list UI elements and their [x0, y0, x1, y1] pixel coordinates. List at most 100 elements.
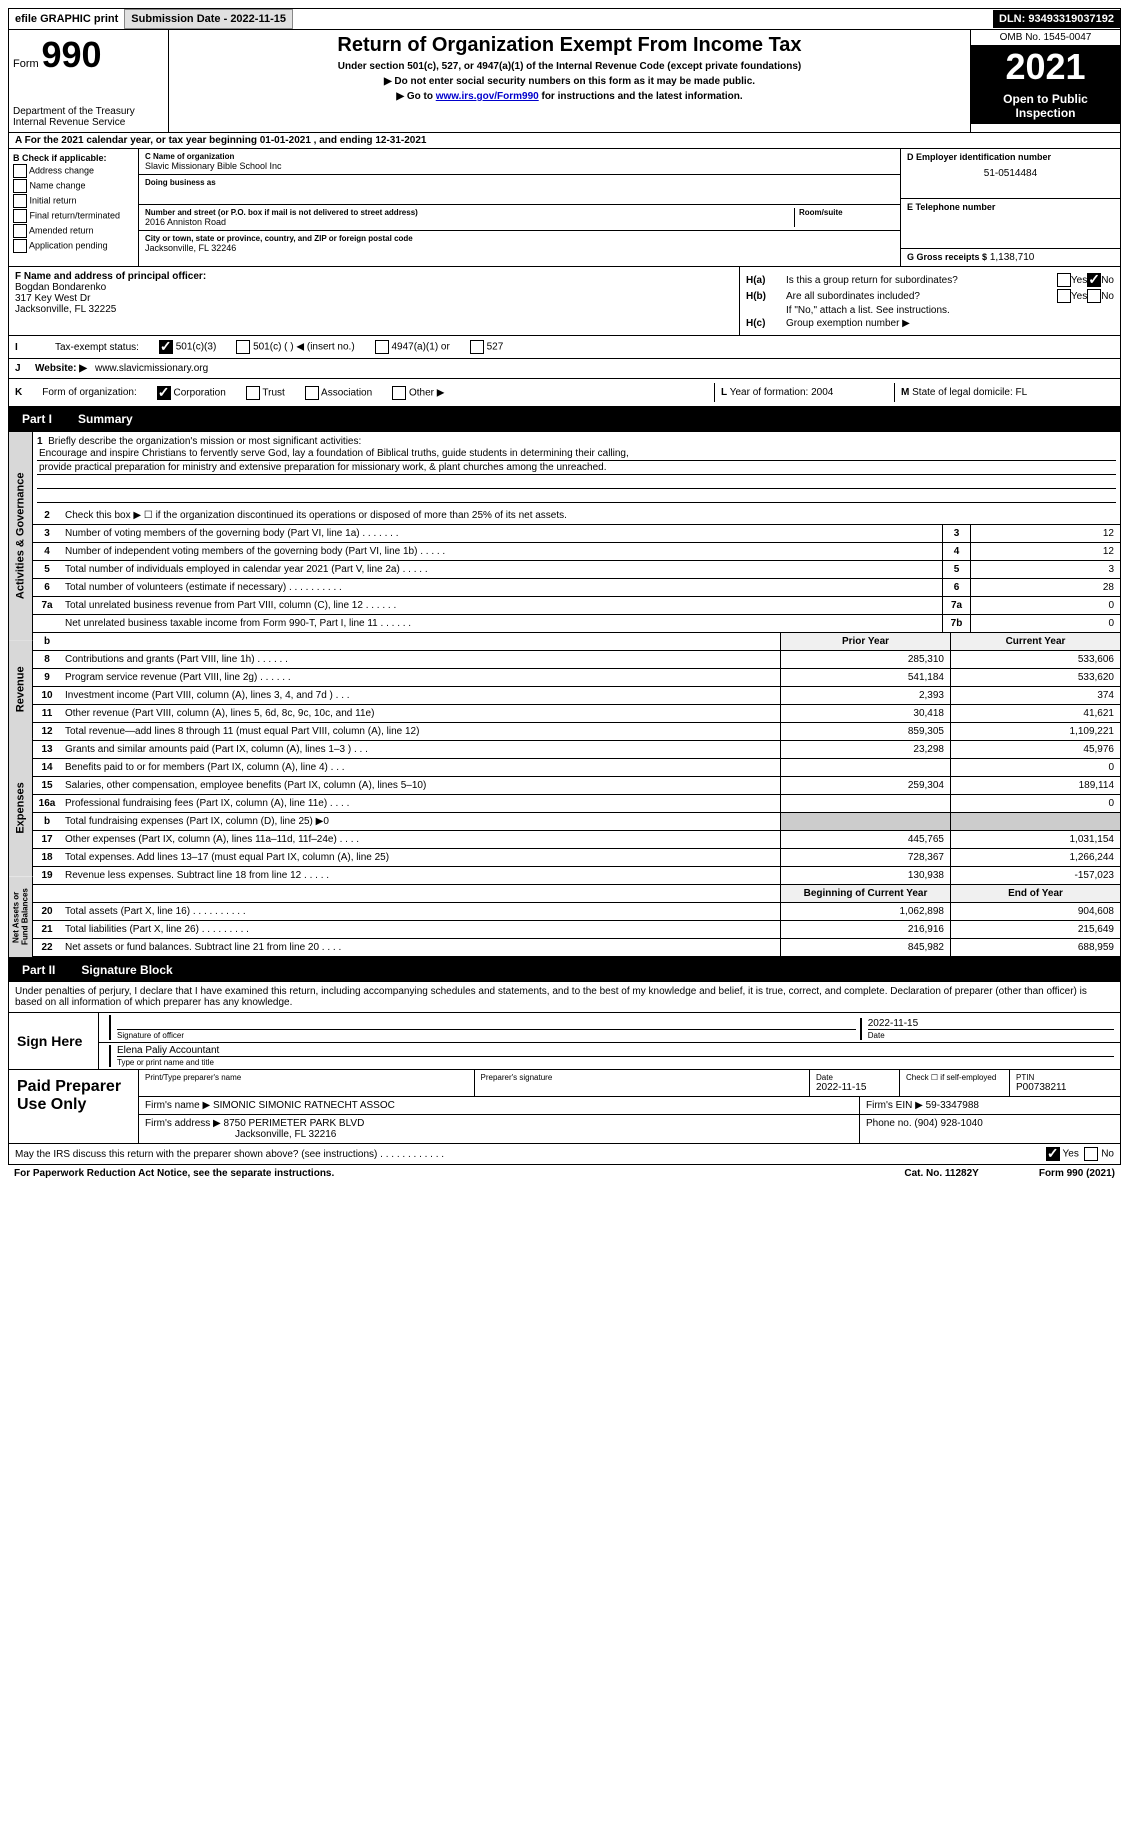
discuss-row: May the IRS discuss this return with the…: [8, 1144, 1121, 1165]
officer-addr2: Jacksonville, FL 32225: [15, 304, 733, 315]
sig-declaration: Under penalties of perjury, I declare th…: [9, 982, 1120, 1013]
city-value: Jacksonville, FL 32246: [145, 243, 894, 253]
ha-label: H(a): [746, 275, 786, 286]
sig-name-value: Elena Paliy Accountant: [117, 1045, 1114, 1056]
open-inspection: Open to Public Inspection: [971, 88, 1120, 124]
ein-value: 51-0514484: [907, 168, 1114, 179]
summary-line: 4Number of independent voting members of…: [33, 543, 1120, 561]
paid-preparer-block: Paid Preparer Use Only Print/Type prepar…: [8, 1070, 1121, 1144]
firm-ein: 59-3347988: [926, 1100, 979, 1111]
summary-line: 3Number of voting members of the governi…: [33, 525, 1120, 543]
check-corp[interactable]: [157, 386, 171, 400]
sig-officer-label: Signature of officer: [117, 1029, 856, 1040]
check-4947[interactable]: [375, 340, 389, 354]
f-label: F Name and address of principal officer:: [15, 271, 733, 282]
check-501c[interactable]: [236, 340, 250, 354]
summary-line: 16aProfessional fundraising fees (Part I…: [33, 795, 1120, 813]
ptin-value: P00738211: [1016, 1082, 1114, 1093]
section-b-c-d: B Check if applicable: Address change Na…: [8, 149, 1121, 267]
website-value: www.slavicmissionary.org: [95, 363, 208, 374]
vlabel-expenses: Expenses: [9, 739, 33, 877]
firm-name: SIMONIC SIMONIC RATNECHT ASSOC: [213, 1100, 395, 1111]
discuss-yes-check[interactable]: [1046, 1147, 1060, 1161]
gross-label: G Gross receipts $: [907, 252, 987, 262]
hb-label: H(b): [746, 291, 786, 302]
check-pending[interactable]: Application pending: [13, 239, 134, 253]
vlabel-netassets: Net Assets or Fund Balances: [9, 877, 33, 957]
column-c: C Name of organization Slavic Missionary…: [139, 149, 900, 266]
tel-label: E Telephone number: [907, 202, 1114, 212]
state-domicile: FL: [1016, 387, 1028, 398]
row-i: I Tax-exempt status: 501(c)(3) 501(c) ( …: [8, 336, 1121, 359]
self-employed-check[interactable]: Check ☐ if self-employed: [900, 1070, 1010, 1096]
submission-button[interactable]: Submission Date - 2022-11-15: [124, 9, 293, 29]
vlabel-revenue: Revenue: [9, 640, 33, 739]
gross-value: 1,138,710: [990, 252, 1035, 263]
check-initial[interactable]: Initial return: [13, 194, 134, 208]
dln-label: DLN: 93493319037192: [993, 10, 1120, 28]
hb-no-check[interactable]: [1087, 289, 1101, 303]
efile-label: efile GRAPHIC print: [9, 10, 124, 28]
summary-line: 19Revenue less expenses. Subtract line 1…: [33, 867, 1120, 885]
summary-line: 17Other expenses (Part IX, column (A), l…: [33, 831, 1120, 849]
check-amended[interactable]: Amended return: [13, 224, 134, 238]
ha-no-check[interactable]: [1087, 273, 1101, 287]
form-header: Form 990 Department of the Treasury Inte…: [8, 30, 1121, 133]
row-a-period: A For the 2021 calendar year, or tax yea…: [8, 133, 1121, 149]
b-title: B Check if applicable:: [13, 153, 134, 163]
tax-year: 2021: [971, 46, 1120, 88]
discuss-no-check[interactable]: [1084, 1147, 1098, 1161]
summary-table: Activities & Governance Revenue Expenses…: [8, 431, 1121, 958]
part-1-header: Part I Summary: [8, 407, 1121, 431]
firm-addr1: 8750 PERIMETER PARK BLVD: [224, 1118, 365, 1129]
form-word: Form: [13, 58, 39, 70]
check-address[interactable]: Address change: [13, 164, 134, 178]
summary-line: 9Program service revenue (Part VIII, lin…: [33, 669, 1120, 687]
column-headers-rev: b Prior Year Current Year: [33, 633, 1120, 651]
org-name-label: C Name of organization: [145, 152, 894, 161]
year-formation: 2004: [811, 387, 833, 398]
ha-text: Is this a group return for subordinates?: [786, 275, 1057, 286]
firm-phone: (904) 928-1040: [914, 1118, 982, 1129]
check-final[interactable]: Final return/terminated: [13, 209, 134, 223]
summary-line: 5Total number of individuals employed in…: [33, 561, 1120, 579]
city-label: City or town, state or province, country…: [145, 234, 894, 243]
officer-addr1: 317 Key West Dr: [15, 293, 733, 304]
summary-line: 10Investment income (Part VIII, column (…: [33, 687, 1120, 705]
irs-link[interactable]: www.irs.gov/Form990: [436, 91, 539, 102]
sig-date-value: 2022-11-15: [868, 1018, 1114, 1029]
mission-line-1: Encourage and inspire Christians to ferv…: [37, 447, 1116, 461]
vlabel-governance: Activities & Governance: [9, 432, 33, 640]
omb-number: OMB No. 1545-0047: [971, 30, 1120, 46]
addr-value: 2016 Anniston Road: [145, 217, 794, 227]
hc-label: H(c): [746, 318, 786, 329]
summary-line: 11Other revenue (Part VIII, column (A), …: [33, 705, 1120, 723]
check-name[interactable]: Name change: [13, 179, 134, 193]
top-bar: efile GRAPHIC print Submission Date - 20…: [8, 8, 1121, 30]
officer-name: Bogdan Bondarenko: [15, 282, 733, 293]
summary-line: 7aTotal unrelated business revenue from …: [33, 597, 1120, 615]
addr-label: Number and street (or P.O. box if mail i…: [145, 208, 794, 217]
summary-line: 13Grants and similar amounts paid (Part …: [33, 741, 1120, 759]
hb-text: Are all subordinates included?: [786, 291, 1057, 302]
form-number: 990: [41, 34, 101, 75]
check-other[interactable]: [392, 386, 406, 400]
cat-number: Cat. No. 11282Y: [904, 1168, 978, 1179]
hb-yes-check[interactable]: [1057, 289, 1071, 303]
summary-line: 20Total assets (Part X, line 16) . . . .…: [33, 903, 1120, 921]
summary-line: 21Total liabilities (Part X, line 26) . …: [33, 921, 1120, 939]
paperwork-row: For Paperwork Reduction Act Notice, see …: [8, 1165, 1121, 1182]
summary-line: 15Salaries, other compensation, employee…: [33, 777, 1120, 795]
section-f-h: F Name and address of principal officer:…: [8, 267, 1121, 336]
check-trust[interactable]: [246, 386, 260, 400]
row-k: K Form of organization: Corporation Trus…: [8, 379, 1121, 407]
check-assoc[interactable]: [305, 386, 319, 400]
row-j: J Website: ▶ www.slavicmissionary.org: [8, 359, 1121, 379]
dept-label: Department of the Treasury Internal Reve…: [13, 106, 164, 128]
sig-date-label: Date: [868, 1029, 1114, 1040]
check-527[interactable]: [470, 340, 484, 354]
summary-line: bTotal fundraising expenses (Part IX, co…: [33, 813, 1120, 831]
ha-yes-check[interactable]: [1057, 273, 1071, 287]
check-501c3[interactable]: [159, 340, 173, 354]
subtitle-2: ▶ Do not enter social security numbers o…: [173, 76, 966, 87]
